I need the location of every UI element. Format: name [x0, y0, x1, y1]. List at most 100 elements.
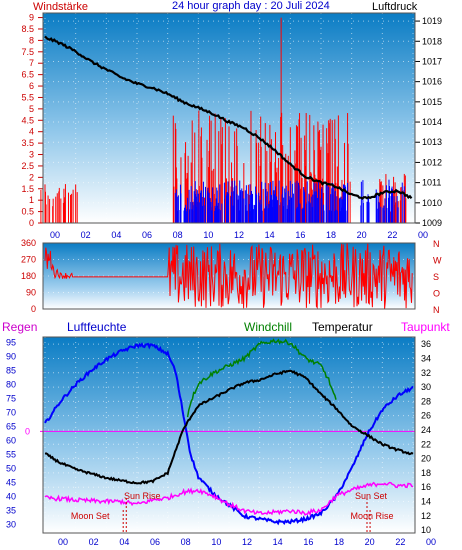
wind-speed-tick-label: 6.5 — [21, 70, 34, 80]
compass-label: N — [433, 239, 440, 249]
climate-axes: 30 35 40 45 50 55 60 65 70 75 80 85 90 95 10 12 14 16 18 20… — [6, 338, 436, 547]
temperature-tick-label: 16 — [421, 482, 431, 492]
rain-title: Regen — [2, 320, 37, 334]
wind-bars — [40, 17, 407, 223]
wind-speed-tick-label: 9 — [29, 13, 34, 23]
direction-tick-label: 270 — [21, 255, 36, 265]
wind-speed-tick-label: 2 — [29, 172, 34, 182]
temperature-tick-label: 28 — [421, 396, 431, 406]
temperature-tick-label: 10 — [421, 525, 431, 535]
direction-tick-label: 180 — [21, 271, 36, 281]
wind-pressure-axes: 00.511.522.533.544.555.566.577.588.59100… — [21, 13, 442, 240]
climate-plot-area — [43, 337, 415, 533]
pressure-axis-title: Luftdruck — [372, 1, 418, 13]
compass-label: W — [433, 256, 442, 266]
temperature-tick-label: 22 — [421, 439, 431, 449]
wind-speed-tick-label: 5 — [29, 104, 34, 114]
hour-tick-label: 04 — [119, 537, 129, 547]
humidity-tick-label: 30 — [6, 520, 16, 530]
temperature-tick-label: 26 — [421, 411, 431, 421]
hour-tick-label: 12 — [242, 537, 252, 547]
moon-rise-label: Moon Rise — [351, 511, 394, 521]
climate-series: Sun Rise Moon Set Sun Set Moon Rise — [40, 338, 415, 533]
wind-speed-tick-label: 7 — [29, 58, 34, 68]
humidity-tick-label: 35 — [6, 506, 16, 516]
hour-tick-label: 00 — [58, 537, 68, 547]
pressure-tick-label: 1015 — [422, 97, 442, 107]
compass-label: N — [433, 305, 440, 315]
humidity-tick-label: 55 — [6, 450, 16, 460]
dewpoint-line — [44, 481, 414, 517]
windchill-line — [186, 338, 337, 418]
moon-set-label: Moon Set — [71, 511, 110, 521]
wind-speed-tick-label: 3.5 — [21, 138, 34, 148]
hour-tick-label: 08 — [173, 230, 183, 240]
wind-speed-tick-label: 0.5 — [21, 207, 34, 217]
hour-tick-label: 18 — [326, 230, 336, 240]
humidity-tick-label: 50 — [6, 464, 16, 474]
temperature-tick-label: 30 — [421, 382, 431, 392]
humidity-tick-label: 65 — [6, 422, 16, 432]
wind-pressure-frame — [42, 12, 416, 224]
pressure-tick-label: 1013 — [422, 137, 442, 147]
wind-speed-tick-label: 1 — [29, 195, 34, 205]
wind-speed-tick-label: 8 — [29, 35, 34, 45]
hour-tick-label: 22 — [387, 230, 397, 240]
wind-speed-tick-label: 2.5 — [21, 161, 34, 171]
hour-tick-label: 06 — [150, 537, 160, 547]
pressure-tick-label: 1011 — [422, 178, 441, 188]
wind-direction-line — [44, 243, 413, 310]
pressure-tick-label: 1010 — [422, 198, 442, 208]
pressure-tick-label: 1014 — [422, 117, 442, 127]
wind-direction-series — [44, 243, 413, 310]
hour-tick-label: 16 — [295, 230, 305, 240]
sun-set-label: Sun Set — [355, 491, 388, 501]
pressure-tick-label: 1019 — [422, 16, 442, 26]
wind-speed-tick-label: 5.5 — [21, 92, 34, 102]
hour-tick-label: 02 — [89, 537, 99, 547]
hour-tick-label: 10 — [203, 230, 213, 240]
humidity-tick-label: 45 — [6, 478, 16, 488]
direction-tick-label: 0 — [31, 304, 36, 314]
humidity-tick-label: 60 — [6, 436, 16, 446]
chart-title: 24 hour graph day : 20 Juli 2024 — [172, 0, 330, 12]
wind-axis-title: Windstärke — [33, 1, 88, 13]
hour-tick-label: 04 — [111, 230, 121, 240]
dewpoint-title: Taupunkt — [401, 320, 450, 334]
wind-speed-tick-label: 8.5 — [21, 24, 34, 34]
wind-speed-tick-label: 6 — [29, 81, 34, 91]
windchill-title: Windchill — [244, 320, 292, 334]
temperature-tick-label: 14 — [421, 497, 431, 507]
compass-label: O — [433, 289, 440, 299]
wind-speed-tick-label: 4.5 — [21, 115, 34, 125]
pressure-tick-label: 1009 — [422, 218, 442, 228]
temperature-line — [44, 369, 414, 485]
hour-tick-label: 22 — [395, 537, 405, 547]
hour-tick-label: 14 — [273, 537, 283, 547]
hour-tick-label: 00 — [50, 230, 60, 240]
hour-tick-label: 20 — [365, 537, 375, 547]
pressure-line — [44, 35, 413, 200]
hour-tick-label: 16 — [303, 537, 313, 547]
hour-tick-label: 00 — [426, 537, 436, 547]
climate-grid — [43, 337, 415, 533]
wind-direction-frame — [42, 242, 416, 310]
humidity-tick-label: 85 — [6, 366, 16, 376]
humidity-tick-label: 90 — [6, 352, 16, 362]
humidity-tick-label: 95 — [6, 338, 16, 348]
humidity-line — [44, 342, 414, 526]
temperature-tick-label: 12 — [421, 511, 431, 521]
pressure-tick-label: 1012 — [422, 157, 442, 167]
hour-tick-label: 12 — [234, 230, 244, 240]
wind-speed-tick-label: 3 — [29, 150, 34, 160]
climate-frame — [42, 336, 416, 534]
pressure-series — [44, 35, 413, 200]
wind-speed-tick-label: 0 — [29, 218, 34, 228]
pressure-tick-label: 1017 — [422, 56, 442, 66]
humidity-title: Luftfeuchte — [67, 320, 127, 334]
hour-tick-label: 18 — [334, 537, 344, 547]
hour-tick-label: 06 — [142, 230, 152, 240]
